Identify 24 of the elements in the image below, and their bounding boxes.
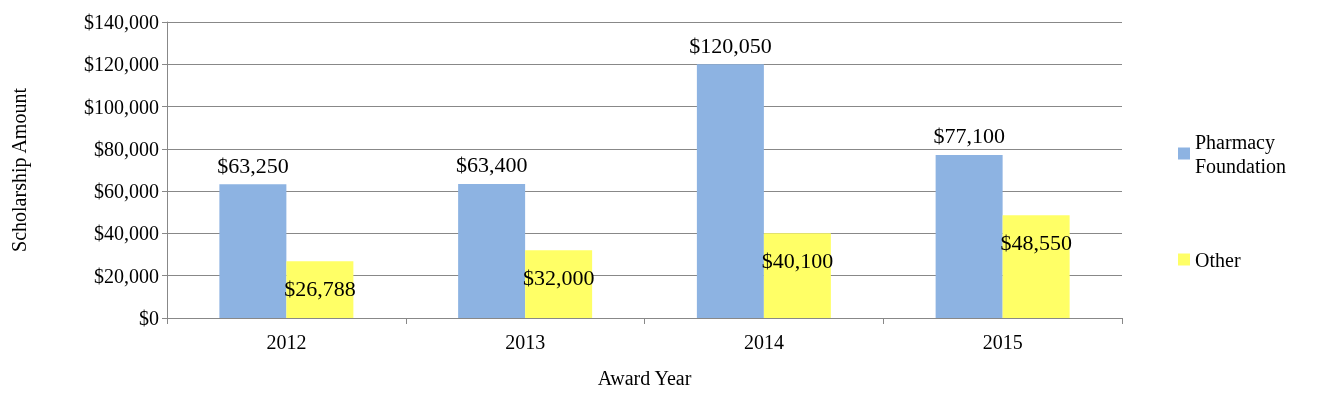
x-tick-label: 2012 [266,331,307,353]
x-tick-label: 2013 [505,331,546,353]
bar [696,64,764,318]
data-label: $63,250 [217,152,289,178]
y-tick-label: $120,000 [84,53,159,76]
y-tick-label: $20,000 [94,264,159,287]
x-tick-label: 2015 [982,331,1023,353]
bar [458,183,526,318]
legend-label: Pharmacy Foundation [1195,130,1287,177]
y-tick-label: $40,000 [94,222,159,245]
y-tick-label: $100,000 [84,95,159,118]
legend-label: Other [1195,248,1241,271]
y-axis-title: Scholarship Amount [8,87,31,252]
data-label: $120,050 [689,32,772,58]
y-tick-label: $60,000 [94,180,159,203]
y-tick-label: $80,000 [94,137,159,160]
y-tick-label: $140,000 [84,11,159,33]
data-label: $77,100 [933,123,1005,149]
x-tick-label: 2014 [743,331,784,353]
bar [935,154,1003,318]
y-tick-label: $0 [139,307,159,329]
x-axis-title: Award Year [597,367,692,389]
data-label: $63,400 [455,152,528,178]
bar [219,184,287,318]
